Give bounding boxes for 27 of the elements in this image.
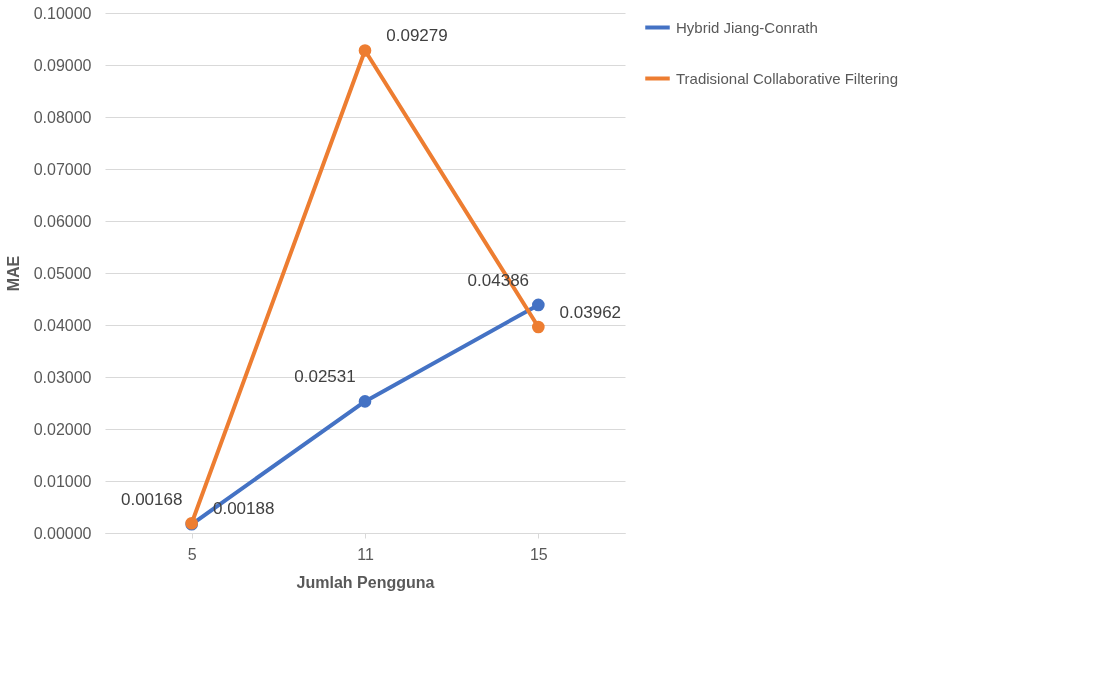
x-tick-label: 11 [357, 545, 374, 563]
y-tick-label: 0.05000 [33, 264, 92, 282]
legend-label: Tradisional Collaborative Filtering [676, 69, 899, 87]
x-tick-label: 15 [529, 545, 548, 563]
point [358, 44, 372, 57]
y-tick-label: 0.07000 [33, 160, 92, 178]
y-tick-label: 0.04000 [33, 316, 92, 334]
data-label: 0.00188 [212, 499, 275, 519]
data-label: 0.03962 [559, 302, 622, 322]
y-tick-label: 0.10000 [33, 4, 92, 22]
data-label: 0.02531 [294, 367, 356, 387]
point [532, 320, 545, 334]
y-tick-label: 0.08000 [33, 108, 92, 126]
y-tick-label: 0.09000 [33, 56, 92, 74]
y-tick-label: 0.00000 [33, 524, 92, 542]
y-tick-label: 0.01000 [33, 472, 92, 490]
y-tick-label: 0.02000 [33, 420, 92, 438]
data-label: 0.00168 [120, 490, 183, 510]
x-axis-title: Jumlah Pengguna [296, 573, 435, 591]
point [532, 298, 545, 312]
y-tick-label: 0.06000 [33, 212, 92, 230]
y-tick-label: 0.03000 [33, 368, 92, 386]
x-tick-label: 5 [187, 545, 197, 563]
y-axis-title: MAE [4, 255, 22, 292]
legend-label: Hybrid Jiang-Conrath [676, 18, 818, 36]
data-label: 0.09279 [386, 26, 448, 46]
point [358, 395, 372, 408]
